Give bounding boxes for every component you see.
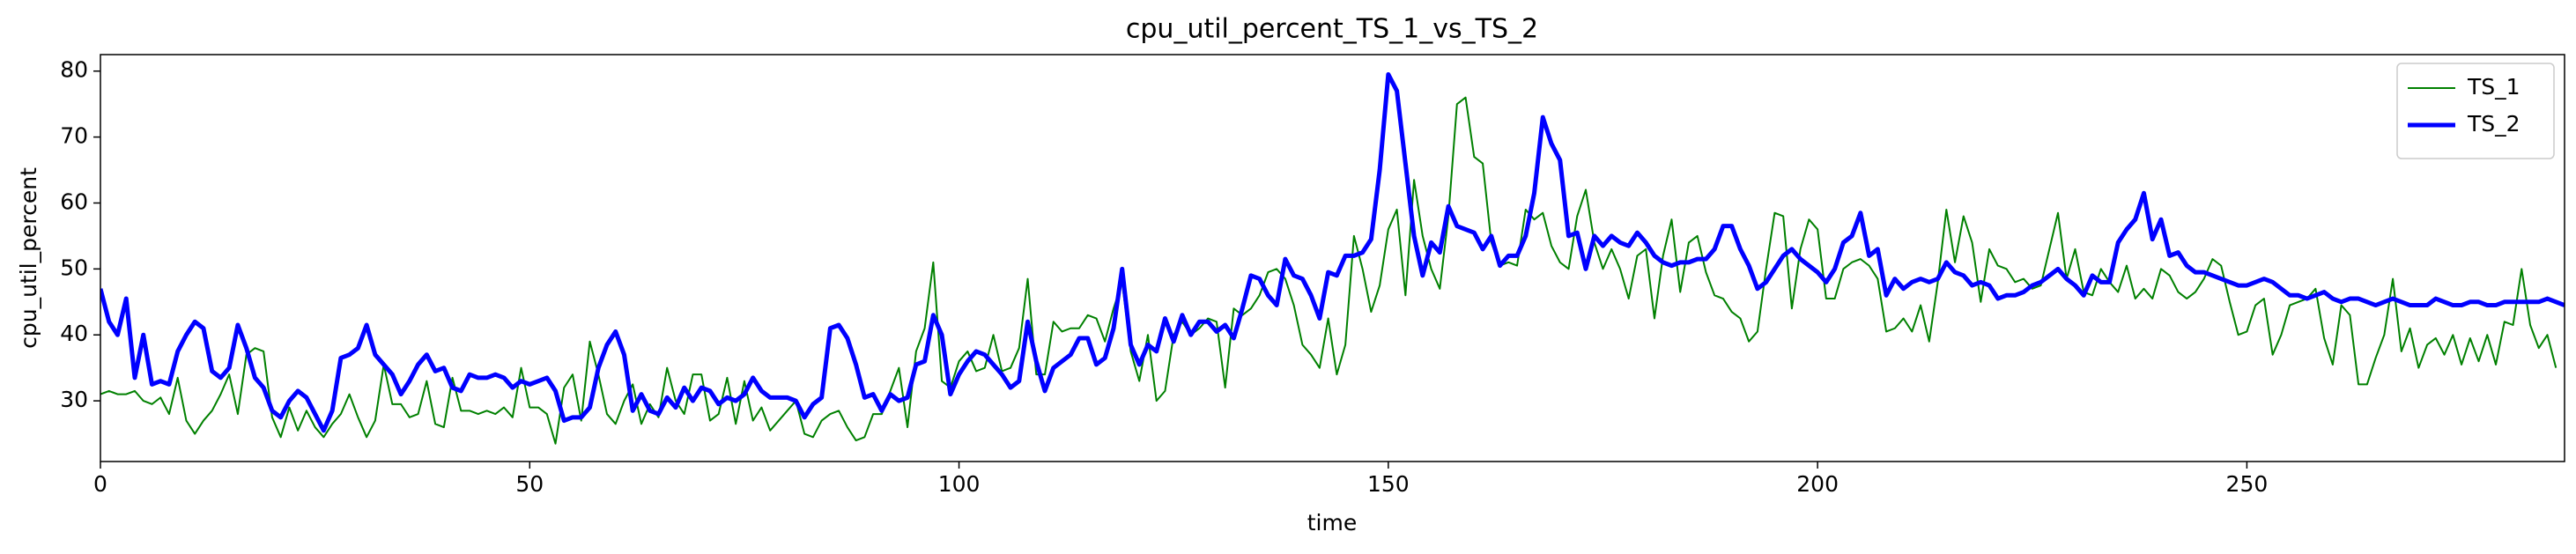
legend-label: TS_2 [2467, 111, 2520, 137]
series-line [100, 96, 2557, 445]
plot-frame [100, 54, 2565, 462]
y-tick-label: 60 [60, 188, 88, 214]
y-tick-label: 40 [60, 321, 88, 346]
y-tick-label: 50 [60, 255, 88, 280]
series-line [100, 71, 2565, 433]
x-tick-label: 50 [515, 471, 544, 497]
x-axis-label: time [1307, 510, 1357, 536]
x-tick-label: 250 [2226, 471, 2269, 497]
x-tick-label: 200 [1796, 471, 1839, 497]
y-axis-label: cpu_util_percent [16, 167, 41, 349]
legend-label: TS_1 [2467, 74, 2520, 100]
chart-title: cpu_util_percent_TS_1_vs_TS_2 [1126, 14, 1538, 45]
x-tick-label: 100 [938, 471, 981, 497]
y-tick-label: 30 [60, 387, 88, 412]
x-tick-label: 0 [93, 471, 107, 497]
y-tick-label: 80 [60, 57, 88, 83]
y-tick-label: 70 [60, 123, 88, 149]
x-tick-label: 150 [1367, 471, 1410, 497]
